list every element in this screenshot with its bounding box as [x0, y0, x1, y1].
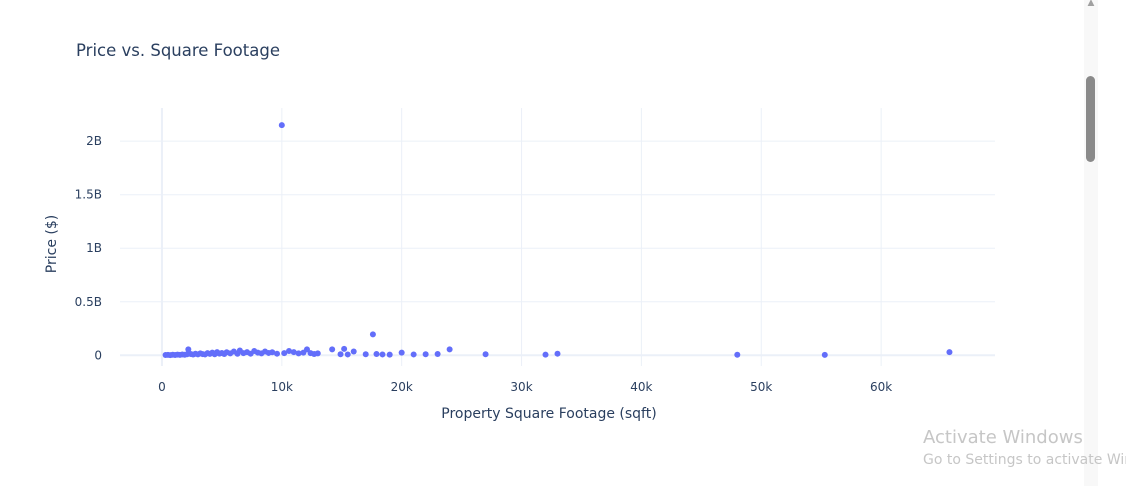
data-point — [410, 351, 417, 358]
tick-labels: 0 10k 20k 30k 40k 50k 60k 0 0.5B 1B 1.5B 2B — [75, 134, 893, 394]
data-point — [290, 349, 297, 356]
data-point — [434, 351, 441, 358]
data-point — [329, 346, 336, 353]
activate-windows-watermark: Activate Windows Go to Settings to activ… — [923, 427, 1126, 469]
x-tick-label: 30k — [510, 380, 532, 394]
x-tick-label: 60k — [870, 380, 892, 394]
data-point — [281, 350, 288, 357]
data-point — [303, 346, 310, 353]
data-point — [554, 350, 561, 357]
grid-layer — [120, 108, 995, 366]
data-point — [362, 351, 369, 358]
data-point — [373, 351, 380, 358]
y-axis-title: Price ($) — [44, 215, 60, 273]
data-point — [398, 349, 405, 356]
data-point — [734, 351, 741, 358]
data-point — [185, 346, 192, 353]
y-tick-label: 0.5B — [75, 295, 102, 309]
x-tick-label: 0 — [158, 380, 166, 394]
data-point — [278, 122, 285, 129]
data-point — [821, 351, 828, 358]
data-point — [274, 350, 281, 357]
data-point — [337, 351, 344, 358]
zero-lines — [120, 108, 995, 366]
chart-area: Price vs. Square Footage 0 10k 20k 30k 40k 50… — [0, 0, 1084, 486]
x-tick-label: 10k — [271, 380, 293, 394]
y-tick-label: 1.5B — [75, 188, 102, 202]
scrollbar-track[interactable] — [1084, 0, 1098, 486]
points-layer — [162, 122, 953, 359]
data-point — [344, 351, 351, 358]
data-point — [269, 349, 276, 356]
data-point — [946, 349, 953, 356]
data-point — [341, 345, 348, 352]
x-tick-label: 40k — [630, 380, 652, 394]
data-point — [446, 346, 453, 353]
scrollbar-thumb[interactable] — [1086, 76, 1095, 162]
data-point — [542, 351, 549, 358]
data-point — [369, 331, 376, 338]
data-point — [286, 348, 293, 355]
watermark-subtitle: Go to Settings to activate Windows. — [923, 452, 1126, 468]
chevron-up-icon[interactable]: ▲ — [1087, 0, 1095, 6]
data-point — [314, 350, 321, 357]
watermark-title: Activate Windows — [923, 427, 1083, 448]
chart-title: Price vs. Square Footage — [76, 41, 280, 60]
x-tick-label: 50k — [750, 380, 772, 394]
data-point — [422, 351, 429, 358]
data-point — [482, 351, 489, 358]
y-tick-label: 1B — [86, 241, 102, 255]
x-axis-title: Property Square Footage (sqft) — [441, 406, 656, 422]
data-point — [379, 351, 386, 358]
data-point — [295, 350, 302, 357]
y-tick-label: 2B — [86, 134, 102, 148]
data-point — [386, 351, 393, 358]
data-point — [350, 348, 357, 355]
scatter-plot[interactable]: 0 10k 20k 30k 40k 50k 60k 0 0.5B 1B 1.5B 2B Propert… — [0, 0, 1084, 486]
y-tick-label: 0 — [94, 348, 102, 362]
x-tick-label: 20k — [391, 380, 413, 394]
